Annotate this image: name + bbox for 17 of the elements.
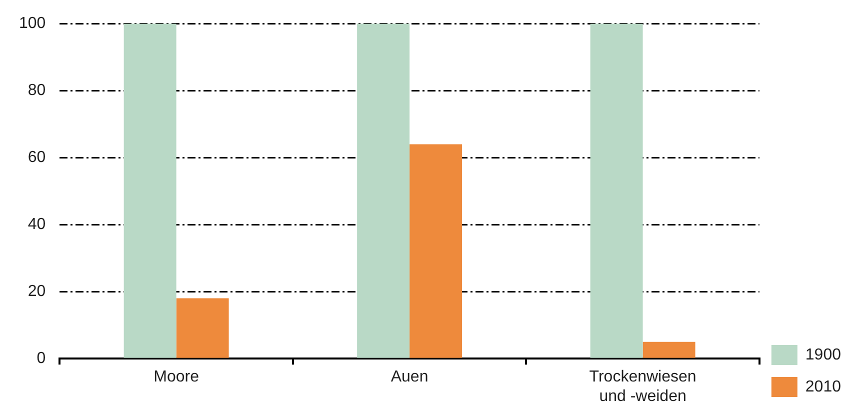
legend-label: 2010 (805, 378, 842, 396)
bar (410, 144, 462, 358)
bar (176, 298, 229, 358)
bar (357, 24, 410, 358)
bar (642, 342, 696, 358)
bar (590, 24, 643, 358)
y-tick-label: 20 (28, 283, 46, 300)
y-tick-label: 100 (18, 15, 46, 32)
x-tick-label: Auen (390, 368, 428, 386)
legend-label: 1900 (805, 346, 842, 364)
y-tick-label: 60 (28, 149, 46, 166)
y-tick-label: 0 (36, 350, 46, 368)
x-tick-label: Trockenwiesen und -weiden (589, 368, 696, 405)
y-tick-label: 80 (28, 82, 46, 100)
bar (124, 24, 176, 358)
y-tick-label: 40 (28, 216, 46, 234)
x-tick-label: Moore (154, 368, 200, 386)
